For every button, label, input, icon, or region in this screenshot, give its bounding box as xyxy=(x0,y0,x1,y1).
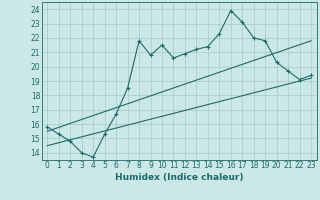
X-axis label: Humidex (Indice chaleur): Humidex (Indice chaleur) xyxy=(115,173,244,182)
